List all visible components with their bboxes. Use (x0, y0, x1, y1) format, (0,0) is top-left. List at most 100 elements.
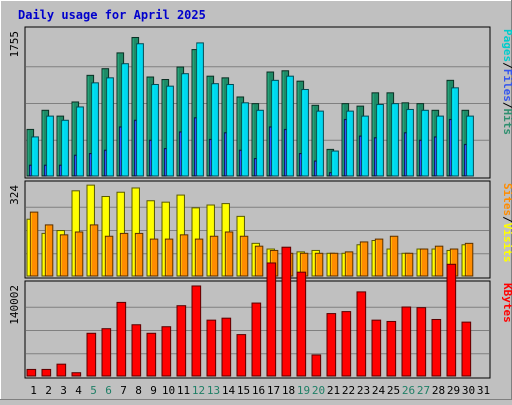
bar-sites-body (374, 238, 384, 277)
bar-sites-body (29, 211, 39, 277)
bar-pages (391, 103, 399, 177)
panel-visits-sites: 324 Sites/Visits (8, 180, 512, 279)
bar-sites (464, 242, 474, 277)
bar-kbytes-body (206, 319, 217, 377)
legend-entry: Pages (501, 29, 512, 62)
bar-sites-body (314, 252, 324, 277)
bar-kbytes (26, 368, 37, 377)
x-tick-label: 29 (447, 384, 460, 397)
bar-kbytes (401, 306, 412, 377)
bar-kbytes-body (161, 326, 172, 377)
bar-pages-body (331, 150, 339, 177)
bar-pages (421, 109, 429, 177)
bar-kbytes-body (416, 307, 427, 377)
bar-sites (179, 234, 189, 277)
bar-kbytes-body (26, 368, 37, 377)
bar-kbytes (356, 291, 367, 377)
bar-sites-body (224, 231, 234, 277)
bar-kbytes (161, 326, 172, 377)
bar-sites (374, 238, 384, 277)
bar-pages (211, 83, 219, 177)
bar-pages (181, 73, 189, 177)
bar-kbytes-body (146, 332, 157, 377)
bar-pages (466, 115, 474, 177)
bar-pages (376, 103, 384, 177)
bar-sites (254, 245, 264, 277)
bar-kbytes (281, 246, 292, 377)
bar-kbytes (101, 328, 112, 377)
bar-sites-body (404, 252, 414, 277)
x-tick-label: 22 (342, 384, 355, 397)
bar-pages (61, 119, 69, 177)
bar-sites (194, 238, 204, 277)
bar-pages-body (151, 83, 159, 177)
bar-sites-body (44, 224, 54, 277)
bar-kbytes-body (431, 318, 442, 377)
bar-kbytes (206, 319, 217, 377)
bar-kbytes (116, 301, 127, 377)
bar-pages (136, 43, 144, 177)
bar-sites (89, 224, 99, 277)
bar-kbytes-body (221, 317, 232, 377)
bar-sites (44, 224, 54, 277)
x-tick-label: 8 (135, 384, 142, 397)
bar-pages-body (76, 106, 84, 177)
bar-kbytes-body (326, 313, 337, 377)
bar-kbytes (461, 321, 472, 377)
x-tick-label: 10 (162, 384, 175, 397)
bar-pages-body (271, 79, 279, 177)
bar-pages-body (361, 115, 369, 177)
bar-kbytes-body (86, 332, 97, 377)
bar-sites-body (74, 231, 84, 277)
bar-sites (59, 234, 69, 277)
bar-kbytes (176, 305, 187, 377)
bar-pages (301, 88, 309, 177)
bar-sites-body (464, 242, 474, 277)
bar-sites-body (209, 235, 219, 277)
bar-pages (406, 108, 414, 177)
x-tick-label: 30 (462, 384, 475, 397)
bar-sites-body (149, 238, 159, 277)
bar-pages-body (346, 110, 354, 177)
x-tick-label: 2 (45, 384, 52, 397)
bar-pages (346, 110, 354, 177)
bar-kbytes-body (311, 354, 322, 377)
bar-kbytes-body (296, 271, 307, 377)
bar-kbytes (251, 302, 262, 377)
bar-pages (196, 42, 204, 177)
bar-sites-body (344, 251, 354, 277)
legend-entry: / (501, 102, 512, 109)
bar-sites (119, 232, 129, 277)
bar-pages-body (91, 82, 99, 177)
bar-sites (74, 231, 84, 277)
chart-panels: 1755Pages/Files/Hits324Sites/Visits14000… (8, 26, 512, 379)
x-tick-label: 24 (372, 384, 386, 397)
bar-kbytes-body (101, 328, 112, 377)
bar-sites-body (59, 234, 69, 277)
bar-pages (286, 75, 294, 177)
x-tick-label: 3 (60, 384, 67, 397)
bar-pages-body (241, 102, 249, 177)
bar-sites-body (194, 238, 204, 277)
bar-pages-body (436, 115, 444, 177)
bar-kbytes (371, 319, 382, 377)
x-tick-label: 18 (282, 384, 295, 397)
bar-kbytes-body (341, 311, 352, 377)
bar-pages (106, 77, 114, 177)
legend-entry: KBytes (501, 283, 512, 323)
bar-sites-body (254, 245, 264, 277)
bar-kbytes-body (56, 363, 67, 377)
bar-kbytes-body (281, 246, 292, 377)
bar-kbytes-body (356, 291, 367, 377)
bar-kbytes-body (446, 263, 457, 377)
bar-pages (436, 115, 444, 177)
bar-sites (389, 235, 399, 277)
bar-kbytes-body (371, 319, 382, 377)
bar-pages (31, 136, 39, 177)
legend-entry: Visits (501, 223, 512, 263)
bar-kbytes-body (191, 285, 202, 377)
bar-sites (434, 245, 444, 277)
bar-sites (164, 238, 174, 277)
bar-pages (151, 83, 159, 177)
